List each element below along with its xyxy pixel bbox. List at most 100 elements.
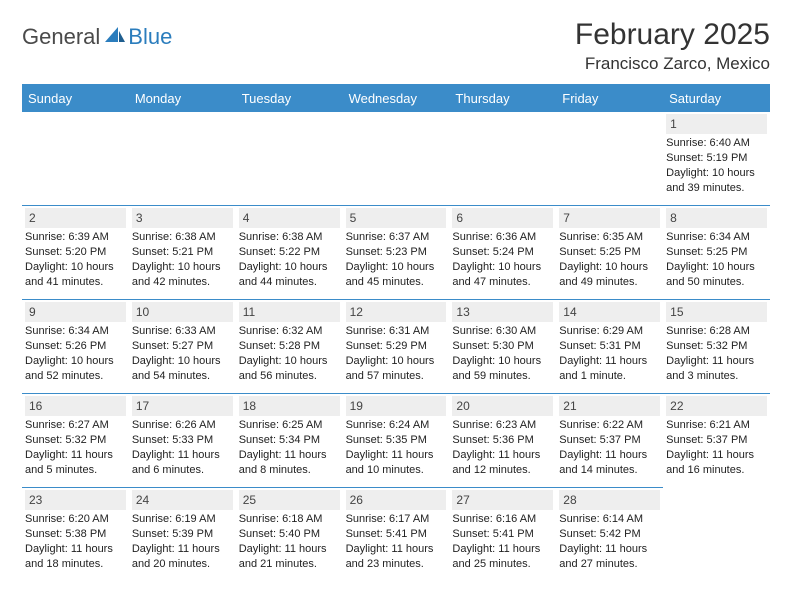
day-number: 5 [346,208,447,228]
sunset-line: Sunset: 5:29 PM [346,339,447,354]
day-cell: 28Sunrise: 6:14 AMSunset: 5:42 PMDayligh… [556,487,663,581]
day-number: 9 [25,302,126,322]
sunrise-line: Sunrise: 6:31 AM [346,324,447,339]
sunset-line: Sunset: 5:39 PM [132,527,233,542]
logo-text-general: General [22,24,100,50]
day-number: 6 [452,208,553,228]
day-number: 16 [25,396,126,416]
day-cell: 27Sunrise: 6:16 AMSunset: 5:41 PMDayligh… [449,487,556,581]
sunrise-line: Sunrise: 6:36 AM [452,230,553,245]
sunrise-line: Sunrise: 6:34 AM [666,230,767,245]
day-number: 3 [132,208,233,228]
day-cell: 13Sunrise: 6:30 AMSunset: 5:30 PMDayligh… [449,299,556,393]
sunrise-line: Sunrise: 6:27 AM [25,418,126,433]
day-cell: 23Sunrise: 6:20 AMSunset: 5:38 PMDayligh… [22,487,129,581]
sunset-line: Sunset: 5:28 PM [239,339,340,354]
day-cell: 8 Sunrise: 6:34 AMSunset: 5:25 PMDaylight… [663,205,770,299]
sunrise-line: Sunrise: 6:26 AM [132,418,233,433]
day-number: 17 [132,396,233,416]
location: Francisco Zarco, Mexico [575,54,770,74]
daylight-line: Daylight: 11 hours and 25 minutes. [452,542,553,572]
day-number: 8 [666,208,767,228]
sunrise-line: Sunrise: 6:14 AM [559,512,660,527]
daylight-line: Daylight: 11 hours and 20 minutes. [132,542,233,572]
sunset-line: Sunset: 5:41 PM [452,527,553,542]
sunset-line: Sunset: 5:25 PM [559,245,660,260]
daylight-line: Daylight: 11 hours and 8 minutes. [239,448,340,478]
daylight-line: Daylight: 11 hours and 14 minutes. [559,448,660,478]
sunrise-line: Sunrise: 6:32 AM [239,324,340,339]
sunrise-line: Sunrise: 6:24 AM [346,418,447,433]
daylight-line: Daylight: 11 hours and 5 minutes. [25,448,126,478]
day-cell: 22Sunrise: 6:21 AMSunset: 5:37 PMDayligh… [663,393,770,487]
daylight-line: Daylight: 10 hours and 44 minutes. [239,260,340,290]
sunset-line: Sunset: 5:20 PM [25,245,126,260]
day-header: Friday [556,86,663,111]
sunrise-line: Sunrise: 6:38 AM [132,230,233,245]
day-number: 28 [559,490,660,510]
header: General Blue February 2025 Francisco Zar… [22,18,770,74]
sunset-line: Sunset: 5:34 PM [239,433,340,448]
daylight-line: Daylight: 10 hours and 39 minutes. [666,166,767,196]
day-cell: 16 Sunrise: 6:27 AMSunset: 5:32 PMDayligh… [22,393,129,487]
empty-cell [22,111,129,205]
day-header: Thursday [449,86,556,111]
day-cell: 20Sunrise: 6:23 AMSunset: 5:36 PMDayligh… [449,393,556,487]
sunrise-line: Sunrise: 6:16 AM [452,512,553,527]
day-cell: 17Sunrise: 6:26 AMSunset: 5:33 PMDayligh… [129,393,236,487]
empty-cell [449,111,556,205]
sunset-line: Sunset: 5:36 PM [452,433,553,448]
sunset-line: Sunset: 5:23 PM [346,245,447,260]
daylight-line: Daylight: 10 hours and 56 minutes. [239,354,340,384]
day-header: Saturday [663,86,770,111]
daylight-line: Daylight: 10 hours and 50 minutes. [666,260,767,290]
sail-icon [104,26,126,49]
sunset-line: Sunset: 5:38 PM [25,527,126,542]
sunset-line: Sunset: 5:24 PM [452,245,553,260]
day-number: 21 [559,396,660,416]
sunset-line: Sunset: 5:25 PM [666,245,767,260]
day-number: 25 [239,490,340,510]
day-number: 18 [239,396,340,416]
empty-cell [236,111,343,205]
day-number: 23 [25,490,126,510]
empty-cell [556,111,663,205]
day-cell: 3Sunrise: 6:38 AMSunset: 5:21 PMDaylight… [129,205,236,299]
day-number: 20 [452,396,553,416]
daylight-line: Daylight: 10 hours and 57 minutes. [346,354,447,384]
day-number: 26 [346,490,447,510]
daylight-line: Daylight: 10 hours and 41 minutes. [25,260,126,290]
day-cell: 4Sunrise: 6:38 AMSunset: 5:22 PMDaylight… [236,205,343,299]
day-cell: 18 Sunrise: 6:25 AMSunset: 5:34 PMDayligh… [236,393,343,487]
sunrise-line: Sunrise: 6:38 AM [239,230,340,245]
title-block: February 2025 Francisco Zarco, Mexico [575,18,770,74]
sunset-line: Sunset: 5:21 PM [132,245,233,260]
day-number: 1 [666,114,767,134]
sunset-line: Sunset: 5:26 PM [25,339,126,354]
daylight-line: Daylight: 10 hours and 45 minutes. [346,260,447,290]
sunset-line: Sunset: 5:37 PM [559,433,660,448]
sunrise-line: Sunrise: 6:20 AM [25,512,126,527]
sunrise-line: Sunrise: 6:29 AM [559,324,660,339]
day-cell: 5Sunrise: 6:37 AMSunset: 5:23 PMDaylight… [343,205,450,299]
daylight-line: Daylight: 10 hours and 52 minutes. [25,354,126,384]
sunrise-line: Sunrise: 6:19 AM [132,512,233,527]
sunrise-line: Sunrise: 6:22 AM [559,418,660,433]
sunset-line: Sunset: 5:32 PM [25,433,126,448]
sunrise-line: Sunrise: 6:25 AM [239,418,340,433]
day-header: Tuesday [236,86,343,111]
day-cell: 2Sunrise: 6:39 AMSunset: 5:20 PMDaylight… [22,205,129,299]
day-cell: 21 Sunrise: 6:22 AMSunset: 5:37 PMDayligh… [556,393,663,487]
daylight-line: Daylight: 11 hours and 21 minutes. [239,542,340,572]
calendar-grid: SundayMondayTuesdayWednesdayThursdayFrid… [22,84,770,581]
month-title: February 2025 [575,18,770,52]
day-cell: 15Sunrise: 6:28 AMSunset: 5:32 PMDayligh… [663,299,770,393]
day-header: Sunday [22,86,129,111]
day-cell: 25Sunrise: 6:18 AMSunset: 5:40 PMDayligh… [236,487,343,581]
day-number: 10 [132,302,233,322]
day-cell: 12Sunrise: 6:31 AMSunset: 5:29 PMDayligh… [343,299,450,393]
day-cell: 1Sunrise: 6:40 AMSunset: 5:19 PMDaylight… [663,111,770,205]
sunrise-line: Sunrise: 6:17 AM [346,512,447,527]
sunset-line: Sunset: 5:33 PM [132,433,233,448]
day-cell: 14Sunrise: 6:29 AMSunset: 5:31 PMDayligh… [556,299,663,393]
